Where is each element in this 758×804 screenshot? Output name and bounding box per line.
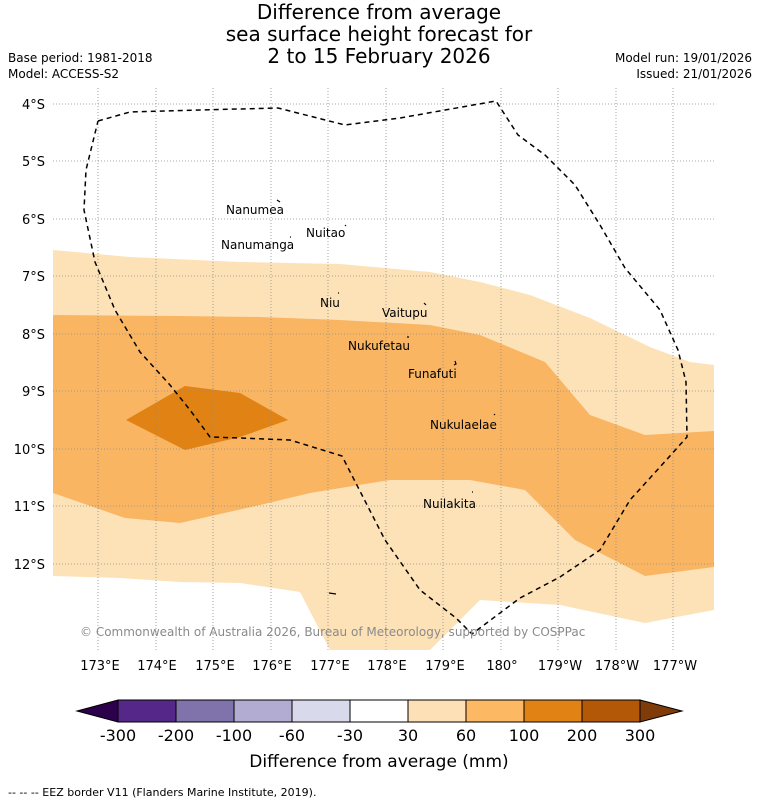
latitude-labels: 4°S 5°S 6°S 7°S 8°S 9°S 10°S 11°S 12°S xyxy=(14,98,45,573)
colorbar-segment xyxy=(465,699,525,723)
island-label-nukufetau: Nukufetau xyxy=(348,339,410,353)
lon-label: 173°E xyxy=(80,659,120,674)
island-shape-nuitao xyxy=(344,224,347,227)
band-100-200 xyxy=(126,386,288,450)
map-gridlines xyxy=(53,88,714,650)
lat-label: 8°S xyxy=(22,328,45,343)
colorbar-title: Difference from average (mm) xyxy=(249,752,508,772)
copyright-text: © Commonwealth of Australia 2026, Bureau… xyxy=(80,625,585,639)
lon-label: 180° xyxy=(486,659,517,674)
island-shape-funafuti xyxy=(453,360,457,366)
base-period: Base period: 1981-2018 xyxy=(8,51,153,65)
lon-label: 178°E xyxy=(367,659,407,674)
colorbar-ticks: -300 -200 -100 -60 -30 30 60 100 200 300 xyxy=(100,726,655,745)
eez-legend-note: -- -- -- EEZ border V11 (Flanders Marine… xyxy=(8,786,317,799)
colorbar-tick: -200 xyxy=(158,726,194,745)
lon-label: 177°E xyxy=(310,659,350,674)
model-name: Model: ACCESS-S2 xyxy=(8,67,120,81)
lat-label: 6°S xyxy=(22,213,45,228)
issued-date: Issued: 21/01/2026 xyxy=(636,67,752,81)
lon-label: 177°W xyxy=(653,659,697,674)
colorbar-segment xyxy=(349,699,409,723)
colorbar-segment xyxy=(175,699,235,723)
colorbar-tick: -300 xyxy=(100,726,136,745)
lon-label: 175°E xyxy=(195,659,235,674)
model-run: Model run: 19/01/2026 xyxy=(614,51,752,65)
colorbar-segment xyxy=(581,699,641,723)
anomaly-shading xyxy=(53,250,714,650)
island-label-nanumanga: Nanumanga xyxy=(221,238,294,252)
colorbar-tick: 300 xyxy=(625,726,656,745)
colorbar-arrow-low xyxy=(75,699,119,723)
colorbar-tick: 60 xyxy=(456,726,476,745)
island-label-nukulaelae: Nukulaelae xyxy=(430,418,497,432)
lon-label: 178°W xyxy=(595,659,639,674)
lon-label: 179°E xyxy=(425,659,465,674)
colorbar-tick: 100 xyxy=(509,726,540,745)
title-line-2: sea surface height forecast for xyxy=(225,22,533,46)
colorbar-tick: -100 xyxy=(216,726,252,745)
reef-shape xyxy=(328,592,337,595)
island-shape-nukulaelae xyxy=(493,413,496,416)
island-label-funafuti: Funafuti xyxy=(408,367,457,381)
eez-border xyxy=(83,100,688,635)
colorbar-segment xyxy=(117,699,177,723)
colorbar-tick: -30 xyxy=(337,726,363,745)
lat-label: 9°S xyxy=(22,385,45,400)
colorbar xyxy=(75,699,684,723)
island-label-nanumea: Nanumea xyxy=(226,203,284,217)
lat-label: 10°S xyxy=(14,443,45,458)
island-label-vaitupu: Vaitupu xyxy=(382,306,428,320)
lat-label: 4°S xyxy=(22,98,45,113)
colorbar-tick: 200 xyxy=(567,726,598,745)
lat-label: 5°S xyxy=(22,155,45,170)
colorbar-segment xyxy=(291,699,351,723)
island-shape-vaitupu xyxy=(423,302,427,306)
lat-label: 11°S xyxy=(14,500,45,515)
lat-label: 7°S xyxy=(22,270,45,285)
lat-label: 12°S xyxy=(14,558,45,573)
colorbar-arrow-high xyxy=(639,699,684,723)
island-label-nuitao: Nuitao xyxy=(306,226,345,240)
island-markers xyxy=(276,199,496,595)
island-label-niu: Niu xyxy=(320,296,340,310)
colorbar-segment xyxy=(233,699,293,723)
colorbar-segment xyxy=(407,699,467,723)
island-label-nuilakita: Nuilakita xyxy=(423,497,476,511)
title-line-3: 2 to 15 February 2026 xyxy=(267,44,491,68)
colorbar-tick: -60 xyxy=(279,726,305,745)
colorbar-segment xyxy=(523,699,583,723)
band-60-100 xyxy=(53,315,714,576)
lon-label: 174°E xyxy=(137,659,177,674)
lon-label: 179°W xyxy=(538,659,582,674)
longitude-labels: 173°E 174°E 175°E 176°E 177°E 178°E 179°… xyxy=(80,659,697,674)
lon-label: 176°E xyxy=(252,659,292,674)
title-line-1: Difference from average xyxy=(256,0,502,24)
island-shape-nanumea xyxy=(276,199,281,203)
colorbar-tick: 30 xyxy=(398,726,418,745)
